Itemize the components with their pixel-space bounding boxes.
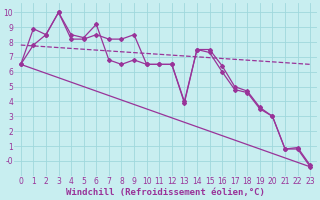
X-axis label: Windchill (Refroidissement éolien,°C): Windchill (Refroidissement éolien,°C) (66, 188, 265, 197)
